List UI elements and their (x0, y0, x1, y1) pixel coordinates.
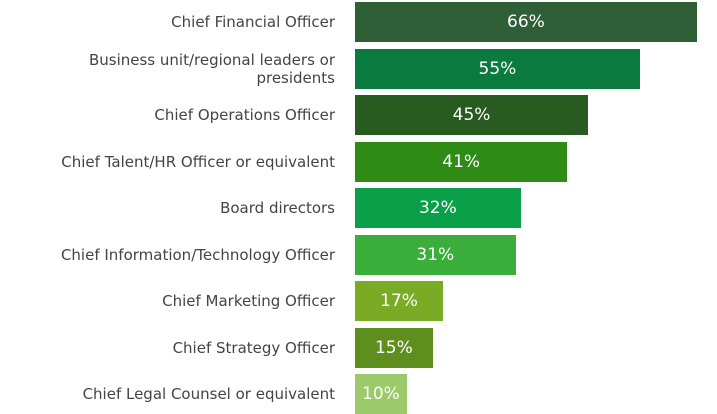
category-label: Board directors (220, 199, 335, 217)
value-label: 41% (442, 151, 481, 172)
value-label: 15% (374, 337, 413, 358)
category-label: Chief Legal Counsel or equivalent (82, 385, 335, 403)
value-label: 17% (380, 291, 418, 311)
bar (355, 95, 589, 135)
bar (355, 374, 407, 414)
value-label: 66% (507, 12, 545, 32)
category-label: Chief Marketing Officer (162, 292, 335, 310)
category-label: Chief Talent/HR Officer or equivalent (61, 152, 335, 171)
category-label: Chief Financial Officer (171, 13, 335, 31)
bar (355, 2, 697, 42)
value-label: 10% (362, 384, 400, 404)
value-label: 55% (478, 58, 517, 79)
category-label: Chief Strategy Officer (172, 338, 335, 357)
value-label: 31% (416, 244, 455, 265)
bar (355, 234, 516, 275)
category-label: Chief Operations Officer (154, 106, 335, 124)
value-label: 32% (418, 198, 457, 218)
category-label: Chief Information/Technology Officer (60, 245, 335, 264)
bar (355, 48, 640, 89)
value-label: 45% (452, 105, 491, 125)
bar (355, 327, 433, 368)
bar (355, 281, 444, 321)
bar (355, 141, 568, 182)
bar (355, 188, 521, 228)
category-label: Business unit/regional leaders or presid… (88, 50, 335, 87)
